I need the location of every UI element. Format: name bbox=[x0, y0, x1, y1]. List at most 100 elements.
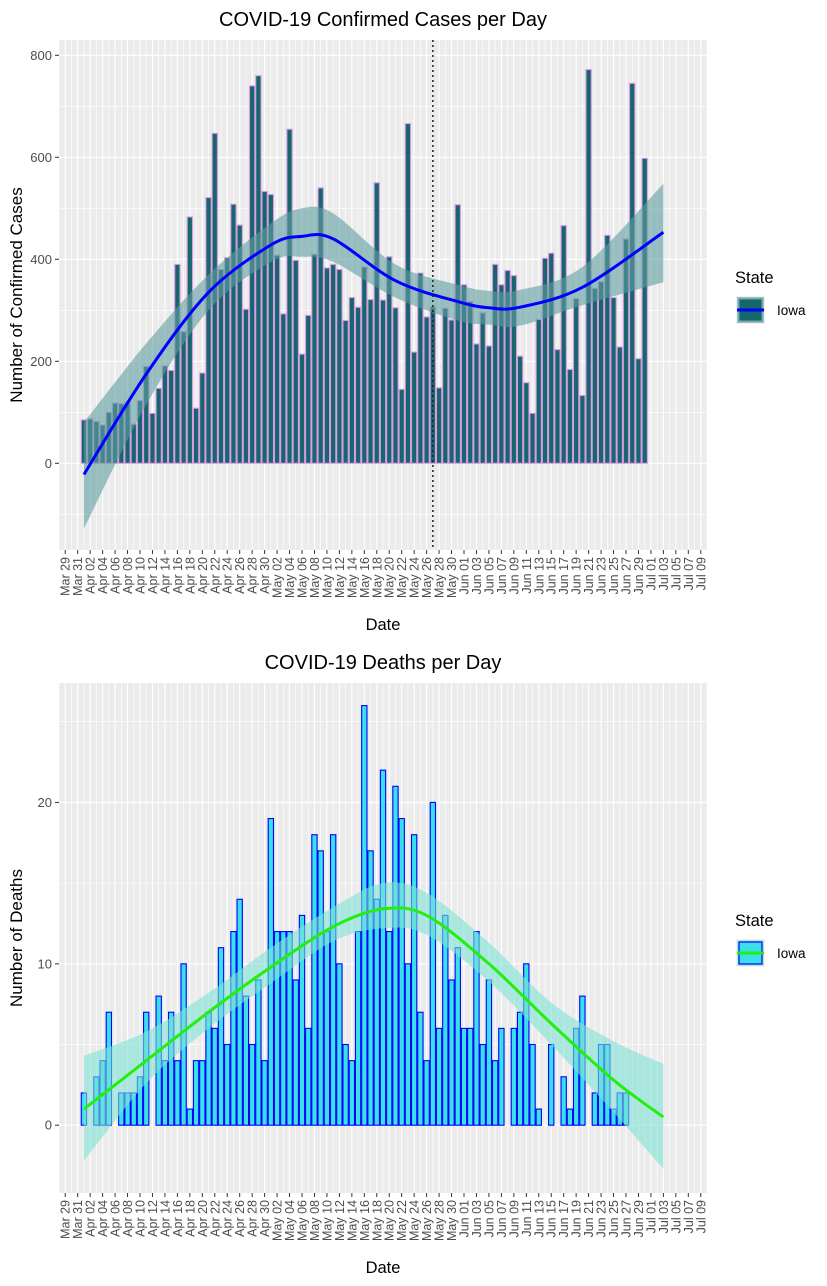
data-bar bbox=[361, 266, 368, 464]
x-tick-label: Jun 25 bbox=[607, 1200, 621, 1238]
data-bar bbox=[510, 275, 518, 464]
data-bar bbox=[404, 963, 412, 1126]
x-tick-label: Apr 26 bbox=[233, 1200, 247, 1237]
y-tick-label: 200 bbox=[30, 354, 52, 369]
data-bar bbox=[641, 157, 648, 464]
x-tick-label: Mar 29 bbox=[59, 557, 73, 596]
y-tick-label: 10 bbox=[38, 956, 52, 971]
data-bar bbox=[429, 801, 437, 1126]
data-bar bbox=[516, 1011, 524, 1126]
x-tick-label: Apr 24 bbox=[221, 557, 235, 594]
data-bar bbox=[548, 252, 555, 464]
data-bar bbox=[448, 319, 455, 464]
data-bar bbox=[323, 930, 331, 1126]
data-bar bbox=[311, 834, 318, 1126]
x-tick-label: May 16 bbox=[358, 1200, 372, 1241]
x-tick-label: Apr 10 bbox=[134, 557, 148, 594]
data-bar bbox=[317, 850, 324, 1126]
data-bar bbox=[298, 914, 306, 1126]
data-bar bbox=[529, 1043, 536, 1126]
y-axis-title: Number of Confirmed Cases bbox=[7, 187, 26, 402]
x-tick-label: Jun 21 bbox=[582, 557, 596, 595]
y-tick-label: 800 bbox=[30, 48, 52, 63]
data-bar bbox=[311, 253, 318, 464]
data-bar bbox=[273, 930, 281, 1126]
data-bar bbox=[467, 1027, 474, 1126]
legend-label: Iowa bbox=[777, 946, 806, 961]
data-bar bbox=[354, 930, 362, 1126]
data-bar bbox=[342, 319, 349, 464]
data-bar bbox=[479, 312, 486, 464]
data-bar bbox=[560, 1076, 567, 1126]
x-tick-label: Jun 01 bbox=[458, 1200, 472, 1238]
x-tick-label: May 24 bbox=[408, 1200, 422, 1241]
data-bar bbox=[186, 1108, 194, 1126]
data-bar bbox=[392, 307, 399, 464]
x-tick-label: Apr 02 bbox=[84, 557, 98, 594]
data-bar bbox=[604, 234, 611, 464]
x-tick-label: Apr 28 bbox=[246, 557, 260, 594]
x-tick-label: Jun 11 bbox=[520, 557, 534, 594]
x-tick-label: Apr 10 bbox=[134, 1200, 148, 1237]
data-bar bbox=[473, 343, 480, 464]
y-tick-label: 400 bbox=[30, 252, 52, 267]
data-bar bbox=[292, 259, 299, 464]
data-bar bbox=[329, 834, 337, 1126]
x-tick-label: May 10 bbox=[320, 557, 334, 598]
x-tick-label: May 08 bbox=[308, 557, 322, 598]
x-tick-label: Jun 07 bbox=[495, 557, 509, 595]
data-bar bbox=[230, 930, 237, 1126]
x-tick-label: May 28 bbox=[433, 557, 447, 598]
data-bar bbox=[298, 353, 306, 464]
x-tick-label: May 14 bbox=[345, 557, 359, 598]
x-tick-label: May 08 bbox=[308, 1200, 322, 1241]
x-tick-label: May 30 bbox=[445, 1200, 459, 1241]
x-tick-label: Apr 18 bbox=[183, 557, 197, 594]
x-axis-title: Date bbox=[366, 616, 401, 634]
x-tick-label: Jul 03 bbox=[657, 557, 671, 590]
x-tick-label: May 02 bbox=[271, 557, 285, 598]
data-bar bbox=[323, 267, 331, 464]
data-bar bbox=[485, 979, 493, 1126]
data-bar bbox=[386, 256, 393, 464]
x-tick-label: Apr 22 bbox=[208, 557, 222, 594]
x-tick-label: Jun 23 bbox=[595, 557, 609, 595]
data-bar bbox=[591, 287, 599, 464]
data-bar bbox=[292, 979, 299, 1126]
data-bar bbox=[224, 1043, 231, 1126]
data-bar bbox=[199, 1060, 206, 1126]
x-tick-label: May 14 bbox=[345, 1200, 359, 1241]
x-tick-label: May 24 bbox=[408, 557, 422, 598]
data-bar bbox=[410, 834, 418, 1126]
x-tick-label: Jun 15 bbox=[545, 1200, 559, 1238]
x-tick-label: May 18 bbox=[370, 1200, 384, 1241]
data-bar bbox=[566, 1108, 574, 1126]
x-tick-label: Jul 05 bbox=[669, 557, 683, 590]
data-bar bbox=[261, 190, 268, 464]
data-bar bbox=[161, 365, 169, 464]
data-bar bbox=[248, 1043, 256, 1126]
x-tick-label: Apr 14 bbox=[158, 557, 172, 594]
x-tick-label: May 06 bbox=[296, 1200, 310, 1241]
data-bar bbox=[348, 1060, 356, 1126]
x-tick-label: May 20 bbox=[383, 557, 397, 598]
data-bar bbox=[354, 306, 362, 464]
x-tick-label: Mar 29 bbox=[59, 1200, 73, 1239]
x-tick-label: Jul 01 bbox=[644, 557, 658, 590]
x-tick-label: Jul 09 bbox=[694, 557, 708, 590]
x-tick-label: Apr 28 bbox=[246, 1200, 260, 1237]
legend-label: Iowa bbox=[777, 303, 806, 318]
data-bar bbox=[267, 193, 275, 464]
data-bar bbox=[180, 331, 187, 464]
data-bar bbox=[217, 947, 225, 1126]
data-bar bbox=[305, 1027, 312, 1126]
confidence-band bbox=[83, 882, 664, 1169]
data-bar bbox=[149, 412, 156, 464]
data-bar bbox=[435, 1027, 443, 1126]
data-bar bbox=[460, 284, 468, 464]
data-bar bbox=[498, 1027, 505, 1126]
y-tick-label: 0 bbox=[45, 1118, 52, 1133]
data-bar bbox=[192, 407, 200, 464]
